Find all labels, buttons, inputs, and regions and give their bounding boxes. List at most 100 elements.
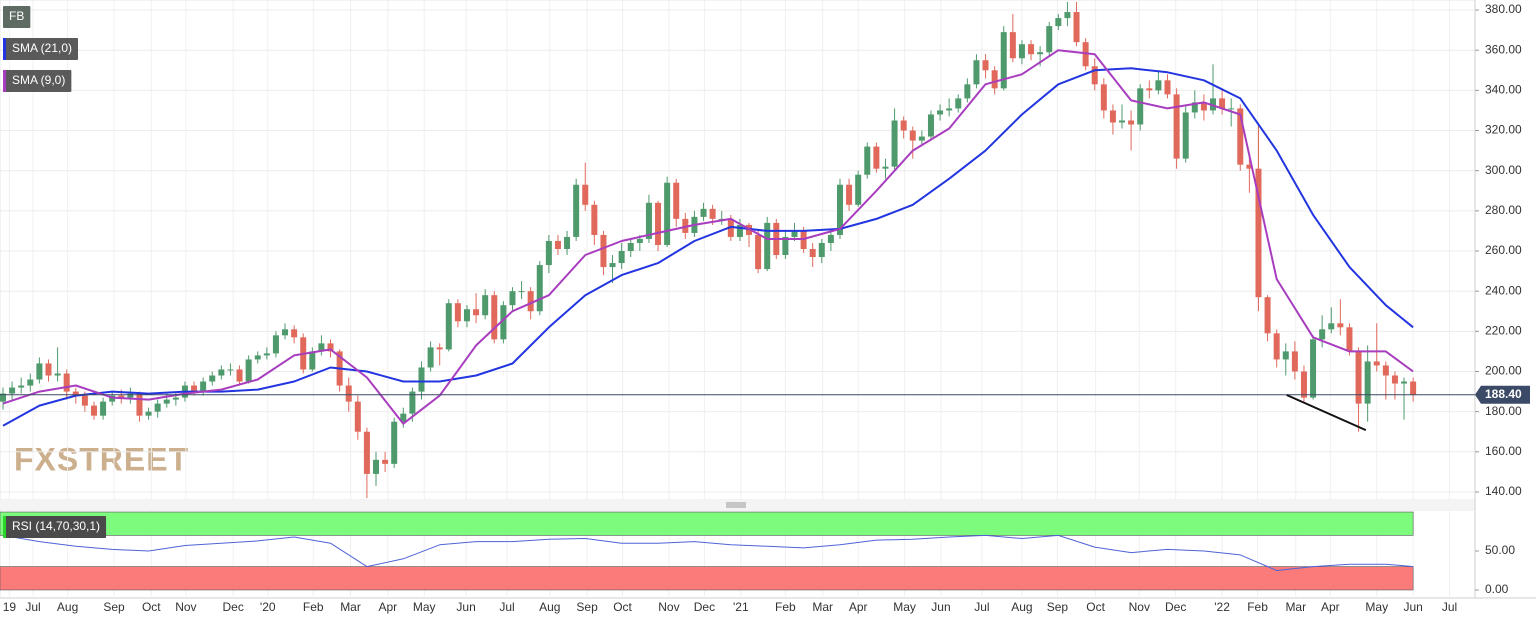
x-tick-label: '20 xyxy=(260,600,276,614)
candle-body xyxy=(1228,108,1235,110)
candle-body xyxy=(1337,323,1344,328)
watermark: FXSTREET xyxy=(14,441,189,477)
x-tick-label: Jun xyxy=(1403,600,1422,614)
legend-tag xyxy=(3,38,79,60)
candle-body xyxy=(436,347,443,350)
candle-body xyxy=(946,108,953,111)
y-tick-label: 220.00 xyxy=(1485,323,1522,337)
candle-body xyxy=(973,60,980,85)
candle-body xyxy=(254,355,261,360)
candle-body xyxy=(1264,297,1271,334)
y-tick-label: 50.00 xyxy=(1485,543,1515,557)
candle-body xyxy=(855,174,862,205)
candle-body xyxy=(645,202,652,239)
y-tick-label: 360.00 xyxy=(1485,42,1522,56)
candle-body xyxy=(1173,94,1180,159)
series-line xyxy=(2,49,1414,425)
candle-body xyxy=(463,309,470,322)
candle-body xyxy=(18,385,25,388)
candle-body xyxy=(1273,333,1280,360)
x-tick-label: Dec xyxy=(223,600,244,614)
x-tick-label: Jul xyxy=(499,600,514,614)
candle-body xyxy=(1219,98,1226,109)
candle-body xyxy=(1055,18,1062,27)
candle-body xyxy=(1282,351,1289,360)
candle-body xyxy=(1091,66,1098,85)
x-tick-label: Jul xyxy=(1442,600,1457,614)
candle-body xyxy=(791,230,798,237)
candle-body xyxy=(500,305,507,340)
legend-label: RSI (14,70,30,1) xyxy=(12,519,100,533)
legend-swatch xyxy=(3,70,6,92)
candle-body xyxy=(636,238,643,243)
candle-body xyxy=(9,387,16,394)
legend-label: SMA (21,0) xyxy=(12,41,72,55)
candle-body xyxy=(136,393,143,416)
series-line xyxy=(2,534,1414,571)
candle-body xyxy=(1100,84,1107,111)
legend-tag xyxy=(3,516,107,538)
series-line xyxy=(2,67,1414,427)
x-tick-label: Apr xyxy=(378,600,397,614)
candle-body xyxy=(618,251,625,264)
candle-body xyxy=(591,204,598,235)
candle-body xyxy=(172,397,179,400)
candle-body xyxy=(236,369,243,382)
candle-body xyxy=(1046,26,1053,53)
candle-body xyxy=(554,240,561,249)
candle-body xyxy=(1137,88,1144,125)
candle-body xyxy=(1146,88,1153,91)
candle-body xyxy=(873,146,880,169)
candle-body xyxy=(809,248,816,258)
x-tick-label: Aug xyxy=(539,600,560,614)
y-tick-label: 240.00 xyxy=(1485,283,1522,297)
candle-body xyxy=(518,291,525,293)
x-tick-label: Mar xyxy=(1285,600,1306,614)
x-tick-label: Feb xyxy=(303,600,324,614)
price-panel xyxy=(0,0,1476,501)
candle-body xyxy=(545,240,552,266)
candle-body xyxy=(736,224,743,237)
candle-body xyxy=(937,110,944,115)
candle-body xyxy=(755,234,762,270)
candle-body xyxy=(218,369,225,376)
candle-body xyxy=(1082,42,1089,67)
candle-body xyxy=(818,242,825,258)
overlay: 19 Jul Aug Sep Oct Nov Dec '20 Feb Mar Apr May Jun Ju… xyxy=(3,2,1530,614)
candle-body xyxy=(491,295,498,340)
candle-body xyxy=(918,136,925,141)
candle-body xyxy=(927,114,934,137)
candle-body xyxy=(309,351,316,370)
x-tick-label: Sep xyxy=(103,600,125,614)
candle-body xyxy=(145,411,152,416)
candle-body xyxy=(354,401,361,432)
x-tick-label: Mar xyxy=(340,600,361,614)
candle-body xyxy=(90,405,97,416)
x-tick-label: Mar xyxy=(812,600,833,614)
x-tick-label: Dec xyxy=(1165,600,1186,614)
y-tick-label: 0.00 xyxy=(1485,582,1509,596)
candle-body xyxy=(382,459,389,464)
candle-body xyxy=(600,234,607,268)
candle-body xyxy=(700,208,707,217)
candle-body xyxy=(191,385,198,392)
rsi-band xyxy=(0,511,1414,536)
candle-body xyxy=(1310,339,1317,398)
candle-body xyxy=(391,421,398,464)
candle-body xyxy=(564,236,571,249)
candle-body xyxy=(373,459,380,474)
candle-body xyxy=(473,309,480,316)
legend-swatch xyxy=(3,38,6,60)
candle-body xyxy=(445,303,452,350)
x-tick-label: Oct xyxy=(142,600,161,614)
candle-body xyxy=(709,208,716,219)
candle-body xyxy=(1155,80,1162,91)
x-tick-label: Feb xyxy=(775,600,796,614)
candle-body xyxy=(1328,323,1335,330)
x-tick-label: Aug xyxy=(57,600,78,614)
x-tick-label: Jun xyxy=(931,600,950,614)
candle-body xyxy=(882,166,889,169)
candle-body xyxy=(154,403,161,412)
